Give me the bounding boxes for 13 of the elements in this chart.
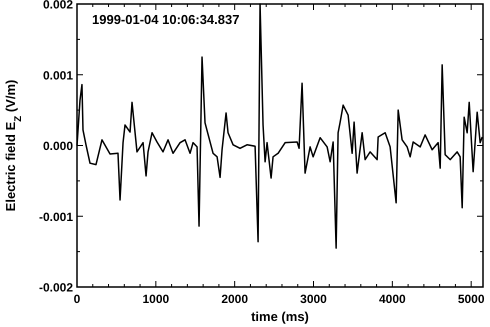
x-axis-title: time (ms): [251, 309, 309, 324]
y-tick-label: -0.002: [38, 280, 74, 294]
x-tick-label: 4000: [378, 292, 406, 306]
x-tick-label: 0: [74, 292, 81, 306]
y-tick-label: -0.001: [38, 210, 74, 224]
y-tick-label: 0.000: [42, 139, 74, 153]
x-tick-label: 1000: [142, 292, 170, 306]
x-tick-label: 3000: [300, 292, 328, 306]
annotation: 1999-01-04 10:06:34.837: [92, 12, 240, 27]
x-tick-label: 5000: [458, 292, 485, 306]
y-tick-label: 0.002: [42, 0, 74, 12]
y-tick-label: 0.001: [42, 68, 74, 82]
x-tick-label: 2000: [221, 292, 248, 306]
